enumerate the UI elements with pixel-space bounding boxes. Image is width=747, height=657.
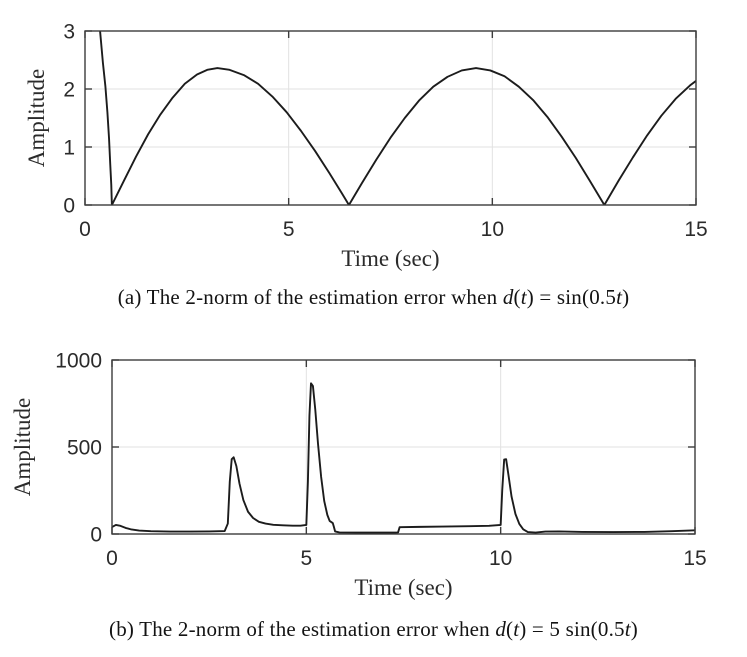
y-tick-label: 1: [63, 137, 75, 160]
x-axis-label: Time (sec): [354, 575, 452, 600]
caption-text-segment: ) = 5 sin(0.5: [519, 617, 625, 641]
caption-text-segment: (: [506, 617, 514, 641]
y-tick-label: 2: [63, 79, 75, 102]
caption-math-segment: t: [520, 285, 527, 309]
plot-b-canvas: 0 5 10 15 0 500 1000 Time (sec) Amplitude: [10, 350, 707, 601]
figure-caption-a: (a) The 2-norm of the estimation error w…: [0, 285, 747, 310]
x-tick-label: 0: [79, 218, 91, 241]
caption-math-segment: t: [616, 285, 623, 309]
x-tick-label: 15: [683, 547, 706, 570]
caption-text-segment: (: [513, 285, 521, 309]
y-axis-label: Amplitude: [10, 398, 35, 496]
y-tick-label: 0: [90, 524, 102, 547]
x-tick-label: 15: [684, 218, 707, 241]
x-tick-label: 10: [489, 547, 512, 570]
caption-text-segment: (b) The 2-norm of the estimation error w…: [109, 617, 496, 641]
x-tick-label: 5: [283, 218, 295, 241]
caption-math-segment: d: [502, 285, 514, 309]
caption-text-segment: ) = sin(0.5: [526, 285, 617, 309]
y-tick-label: 0: [63, 195, 75, 218]
y-axis-label: Amplitude: [24, 69, 49, 167]
caption-math-segment: t: [624, 617, 631, 641]
axes-box: [84, 30, 697, 206]
caption-math-segment: d: [495, 617, 507, 641]
plot-a-canvas: 0 5 10 15 0 1 2 3 Time (sec) Amplitude: [24, 21, 708, 272]
x-tick-label: 5: [300, 547, 312, 570]
y-tick-label: 1000: [55, 350, 102, 373]
series-line: [99, 31, 696, 205]
y-tick-label: 3: [63, 21, 75, 44]
caption-text-segment: ): [630, 617, 638, 641]
y-tick-label: 500: [67, 437, 102, 460]
caption-text-segment: ): [622, 285, 630, 309]
figure-caption-b: (b) The 2-norm of the estimation error w…: [0, 617, 747, 642]
caption-math-segment: t: [513, 617, 520, 641]
caption-text-segment: (a) The 2-norm of the estimation error w…: [117, 285, 503, 309]
x-tick-label: 0: [106, 547, 118, 570]
series-line: [112, 382, 695, 534]
x-axis-label: Time (sec): [341, 246, 439, 271]
x-tick-label: 10: [481, 218, 504, 241]
